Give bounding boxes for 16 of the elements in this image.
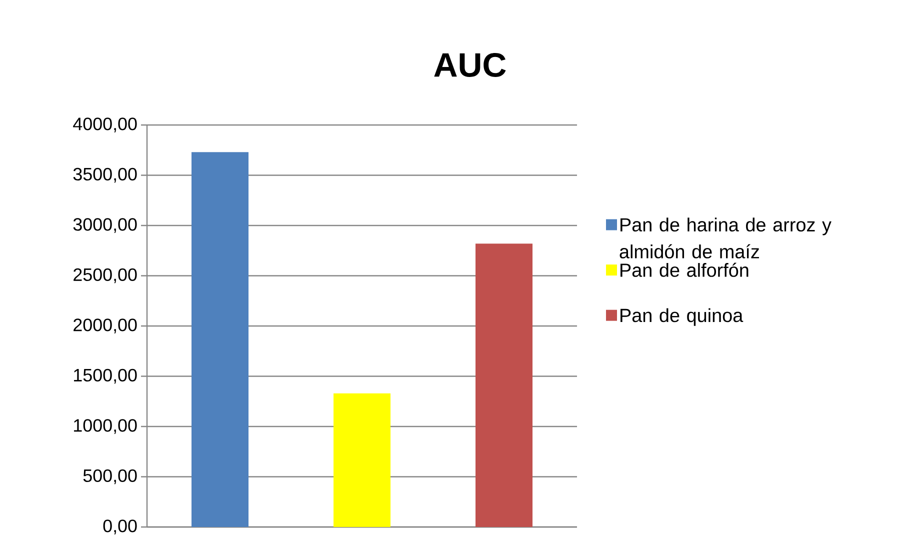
y-tick-label: 4000,00 — [73, 118, 137, 132]
legend-label: Pan de harina de arroz y almidón de maíz — [620, 218, 832, 258]
y-tick-label: 3000,00 — [73, 218, 137, 233]
y-tick-label: 0,00 — [103, 520, 137, 534]
bar — [476, 244, 533, 527]
y-tick-label: 2500,00 — [74, 268, 137, 284]
bar — [334, 393, 391, 527]
y-tick-label: 500,00 — [83, 469, 137, 484]
bar — [192, 152, 249, 527]
legend-label: Pan de quinoa — [620, 308, 744, 326]
chart-title: AUC — [434, 52, 506, 77]
y-tick-label: 1000,00 — [74, 419, 137, 434]
y-tick-label: 2000,00 — [74, 318, 137, 334]
y-tick-label: 3500,00 — [73, 168, 137, 183]
y-tick-label: 1500,00 — [74, 368, 137, 384]
legend-label: Pan de alforfón — [620, 262, 748, 277]
